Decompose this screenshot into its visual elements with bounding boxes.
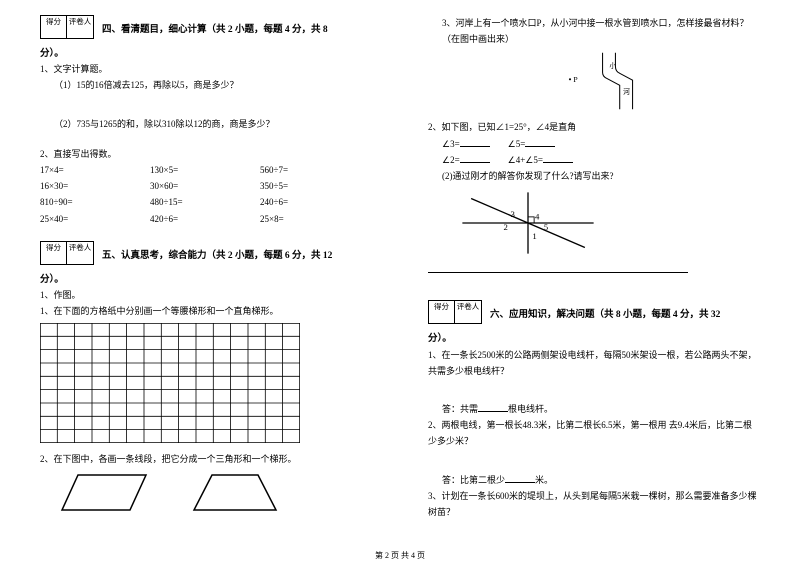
num2: 2 xyxy=(504,222,508,232)
section5-header: 得分 评卷人 五、认真思考，综合能力（共 2 小题，每题 6 分，共 12 xyxy=(40,241,372,267)
grader-label: 评卷人 xyxy=(67,16,93,38)
score-box: 得分 评卷人 xyxy=(40,241,94,267)
a5-label: ∠5= xyxy=(508,139,526,149)
num3: 3 xyxy=(511,209,516,219)
section5-title-b: 分）。 xyxy=(40,273,372,287)
p-label: P xyxy=(573,75,577,84)
num5: 5 xyxy=(544,222,549,232)
left-column: 得分 评卷人 四、看清题目，细心计算（共 2 小题，每题 4 分，共 8 分）。… xyxy=(0,0,400,545)
s4-q1-1: （1）15的16倍减去125，再除以5，商是多少？ xyxy=(40,77,372,93)
calc-cell: 240÷6= xyxy=(260,194,370,210)
calc-cell: 30×60= xyxy=(150,178,260,194)
s6-q1: 1、在一条长2500米的公路两侧架设电线杆，每隔50米架设一根，若公路两头不架，… xyxy=(428,347,760,379)
a45-label: ∠4+∠5= xyxy=(508,155,543,165)
calc-cell: 17×4= xyxy=(40,162,150,178)
river-label: 河 xyxy=(623,88,630,96)
section4-title-a: 四、看清题目，细心计算（共 2 小题，每题 4 分，共 8 xyxy=(102,15,328,35)
calc-row: 17×4= 130×5= 560÷7= xyxy=(40,162,372,178)
blank xyxy=(460,137,490,147)
grader-label: 评卷人 xyxy=(67,242,93,264)
small-label: 小 xyxy=(609,62,616,71)
page-footer: 第 2 页 共 4 页 xyxy=(0,550,800,561)
a2-label: ∠2= xyxy=(442,155,460,165)
num4: 4 xyxy=(535,212,540,222)
blank xyxy=(505,473,535,483)
score-label: 得分 xyxy=(41,16,67,38)
sr-q2a: 2、如下图，已知∠1=25°，∠4是直角 xyxy=(428,119,760,135)
calc-cell: 25×40= xyxy=(40,211,150,227)
angle-line1: ∠3= ∠5= xyxy=(428,136,760,152)
blank xyxy=(460,153,490,163)
blank xyxy=(543,153,573,163)
s6-q3: 3、计划在一条长600米的堤坝上，从头到尾每隔5米栽一棵树，那么需要准备多少棵树… xyxy=(428,488,760,520)
parallelogram-shape xyxy=(60,472,150,514)
discovery-blank xyxy=(428,262,760,278)
sr-q3: 3、河岸上有一个喷水口P，从小河中接一根水管到喷水口，怎样接最省材料？（在图中画… xyxy=(428,15,760,47)
trapezoid-shape xyxy=(190,472,280,514)
s6-q2-ans: 答：比第二根少 米。 xyxy=(428,472,760,488)
score-label: 得分 xyxy=(41,242,67,264)
score-label: 得分 xyxy=(429,301,455,323)
score-box: 得分 评卷人 xyxy=(40,15,94,41)
calc-row: 16×30= 30×60= 350÷5= xyxy=(40,178,372,194)
angle-line2: ∠2= ∠4+∠5= xyxy=(428,152,760,168)
blank xyxy=(478,402,508,412)
calc-cell: 25×8= xyxy=(260,211,370,227)
ans-prefix: 答：比第二根少 xyxy=(442,475,505,485)
calc-row: 25×40= 420÷6= 25×8= xyxy=(40,211,372,227)
blank xyxy=(525,137,555,147)
s5-q2: 2、在下图中，各画一条线段，把它分成一个三角形和一个梯形。 xyxy=(40,451,372,467)
grid-paper xyxy=(40,323,300,443)
section4-header: 得分 评卷人 四、看清题目，细心计算（共 2 小题，每题 4 分，共 8 xyxy=(40,15,372,41)
s4-q1: 1、文字计算题。 xyxy=(40,61,372,77)
calc-cell: 420÷6= xyxy=(150,211,260,227)
section6-title-b: 分）。 xyxy=(428,332,760,346)
s4-q1-2: （2）735与1265的和，除以310除以12的商，商是多少？ xyxy=(40,116,372,132)
sr-q2b: (2)通过刚才的解答你发现了什么?请写出来? xyxy=(428,168,760,184)
right-column: 3、河岸上有一个喷水口P，从小河中接一根水管到喷水口，怎样接最省材料？（在图中画… xyxy=(400,0,800,545)
shapes-row xyxy=(60,472,372,514)
a3-label: ∠3= xyxy=(442,139,460,149)
s4-q2: 2、直接写出得数。 xyxy=(40,146,372,162)
section4-title-b: 分）。 xyxy=(40,47,372,61)
calc-cell: 810÷90= xyxy=(40,194,150,210)
calc-cell: 350÷5= xyxy=(260,178,370,194)
section5-title-a: 五、认真思考，综合能力（共 2 小题，每题 6 分，共 12 xyxy=(102,241,332,261)
score-box: 得分 评卷人 xyxy=(428,300,482,326)
calc-cell: 560÷7= xyxy=(260,162,370,178)
ans-prefix: 答：共需 xyxy=(442,404,478,414)
num1: 1 xyxy=(532,231,536,241)
s6-q2: 2、两根电线，第一根长48.3米，比第二根长6.5米，第一根用 去9.4米后，比… xyxy=(428,417,760,449)
river-diagram: P 小 河 xyxy=(544,51,644,111)
calc-cell: 130×5= xyxy=(150,162,260,178)
angle-diagram: 3 2 4 5 1 xyxy=(458,188,598,258)
s5-q1: 1、作图。 xyxy=(40,287,372,303)
section6-title-a: 六、应用知识，解决问题（共 8 小题，每题 4 分，共 32 xyxy=(490,300,720,320)
grader-label: 评卷人 xyxy=(455,301,481,323)
section6-header: 得分 评卷人 六、应用知识，解决问题（共 8 小题，每题 4 分，共 32 xyxy=(428,300,760,326)
s6-q1-ans: 答：共需 根电线杆。 xyxy=(428,401,760,417)
ans-suffix: 根电线杆。 xyxy=(508,404,553,414)
ans-suffix: 米。 xyxy=(535,475,553,485)
calc-cell: 480÷15= xyxy=(150,194,260,210)
calc-row: 810÷90= 480÷15= 240÷6= xyxy=(40,194,372,210)
calc-cell: 16×30= xyxy=(40,178,150,194)
s5-q1-1: 1、在下面的方格纸中分别画一个等腰梯形和一个直角梯形。 xyxy=(40,303,372,319)
